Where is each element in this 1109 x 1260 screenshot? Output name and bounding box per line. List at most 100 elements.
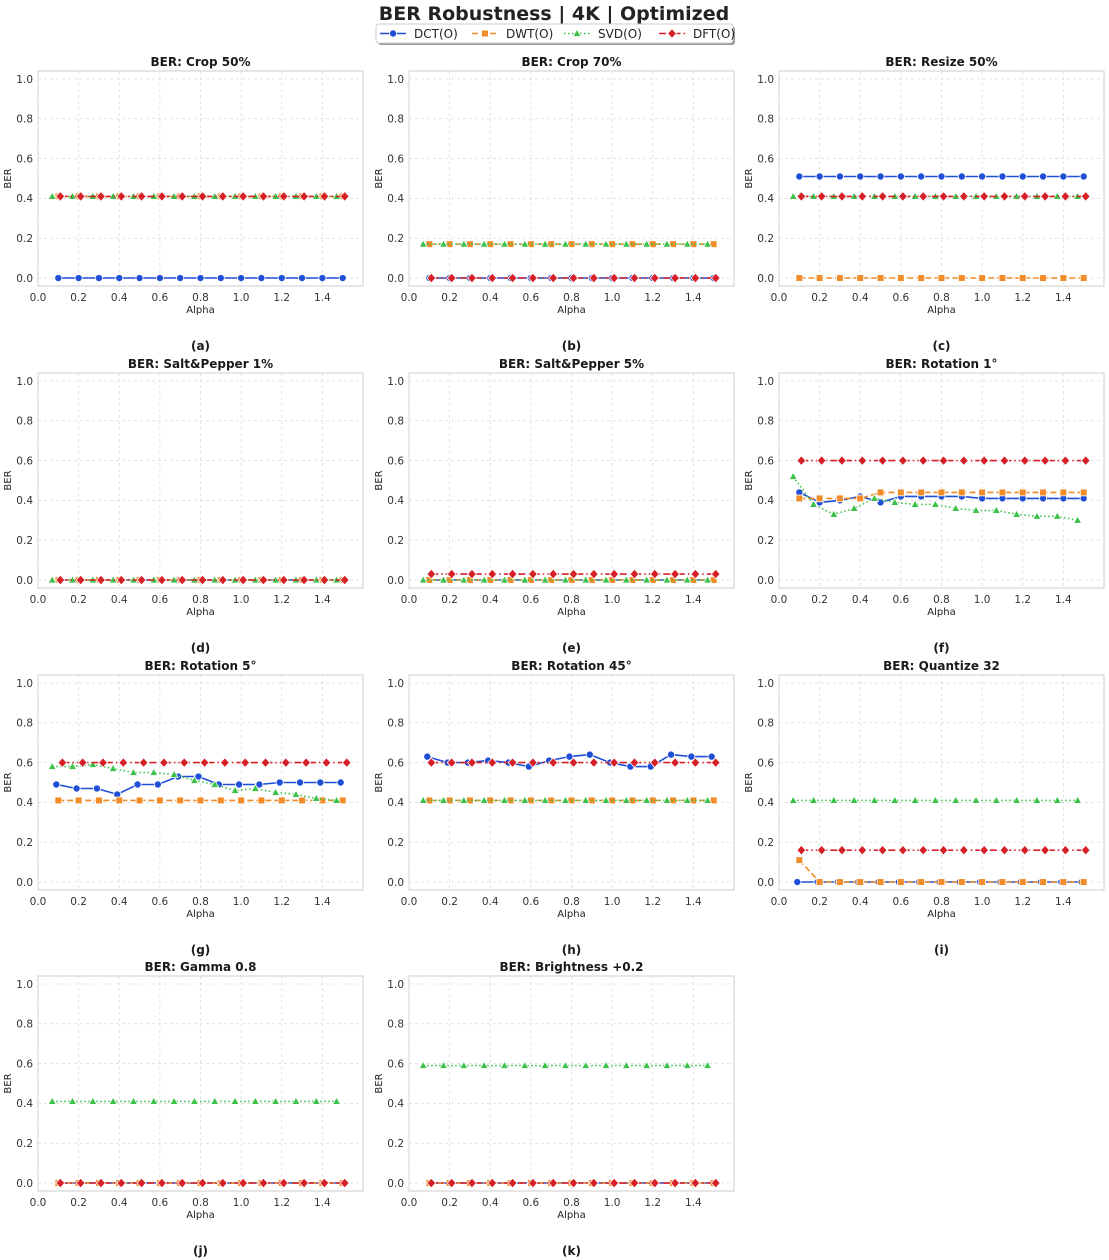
data-point [609,757,620,768]
data-point [1032,795,1042,804]
panel-a: 0.0 0.2 0.4 0.6 0.8 1.0 0.0 0.2 0.4 0.6 0.8 1.0 1.2 1… [3,55,364,353]
data-point [479,795,489,804]
y-tick-label: 0.8 [16,114,33,126]
data-point [520,1060,530,1069]
x-tick-label: 1.2 [273,594,290,606]
y-tick-label: 0.6 [16,1058,33,1070]
x-tick-label: 1.4 [314,1197,331,1209]
data-point [116,574,127,586]
plot-area [37,372,364,589]
data-point [930,795,941,804]
x-axis-label: Alpha [186,607,214,618]
data-point [560,1060,571,1069]
y-tick-label: 0.6 [16,455,33,467]
data-point [795,274,804,282]
data-point [670,568,681,580]
data-point [849,795,859,804]
data-point [917,878,925,886]
series-svd-o [788,471,1083,524]
data-point [238,1177,249,1189]
panel-title: BER: Gamma 0.8 [144,960,256,974]
x-tick-label: 1.2 [273,1197,290,1209]
data-point [96,574,106,586]
data-point [1059,274,1068,282]
data-point [917,274,925,282]
series-dft-o [426,757,721,768]
data-point [991,505,1002,514]
data-point [318,274,327,283]
data-point [98,757,108,768]
data-point [189,1096,200,1105]
panel-title: BER: Rotation 1° [885,357,997,371]
data-point [702,575,713,584]
y-tick-label: 0.8 [387,416,404,428]
data-point [95,796,103,805]
data-point [621,239,632,248]
data-point [815,494,824,503]
data-point [548,1177,559,1189]
data-point [856,494,865,503]
data-point [649,1177,660,1189]
data-point [199,757,210,768]
data-point [1039,488,1047,497]
data-point [890,497,900,506]
x-tick-label: 1.4 [685,594,702,606]
data-point [1080,191,1091,202]
data-point [890,795,900,804]
data-point [301,757,312,768]
x-tick-label: 0.8 [933,594,950,606]
data-point [47,1096,57,1105]
data-point [548,568,559,580]
data-point [459,1060,469,1069]
data-point [548,757,559,768]
data-point [662,239,672,248]
y-tick-label: 1.0 [16,678,33,690]
data-point [690,1177,701,1189]
data-point [88,1096,98,1105]
x-tick-label: 1.0 [233,1197,250,1209]
series-line-dwt-o [798,859,1084,883]
data-point [1019,455,1030,466]
y-tick-label: 0.4 [16,1098,33,1110]
data-point [568,757,579,768]
data-point [156,574,167,586]
x-tick-label: 0.0 [401,292,418,304]
data-point [808,499,819,508]
data-point [667,750,676,759]
data-point [331,1096,342,1105]
data-point [869,795,880,804]
data-point [197,191,208,202]
x-axis-label: Alpha [927,909,955,920]
data-point [156,1177,167,1189]
data-point [499,795,510,804]
data-point [258,191,269,202]
x-tick-label: 0.6 [893,594,910,606]
data-point [649,272,660,284]
series-dft-o [426,568,721,580]
data-point [426,272,437,284]
data-point [540,1060,550,1069]
data-point [1060,844,1071,856]
data-point [94,274,103,283]
x-axis-label: Alpha [927,607,955,618]
y-tick-label: 1.0 [757,376,774,388]
y-tick-label: 0.4 [387,797,404,809]
data-point [296,778,305,787]
data-point [260,757,271,768]
y-tick-label: 0.0 [387,877,404,889]
data-point [588,757,599,768]
data-point [1039,878,1047,886]
y-tick-label: 1.0 [387,979,404,991]
y-tick-label: 0.4 [16,495,33,507]
panel-title: BER: Brightness +0.2 [499,960,643,974]
data-point [1018,488,1027,497]
y-tick-label: 0.2 [16,535,33,547]
data-point [118,757,129,768]
data-point [991,795,1002,804]
x-tick-label: 0.0 [401,594,418,606]
y-tick-label: 0.8 [387,114,404,126]
data-point [601,239,611,248]
data-point [670,272,681,284]
data-point [507,272,518,284]
